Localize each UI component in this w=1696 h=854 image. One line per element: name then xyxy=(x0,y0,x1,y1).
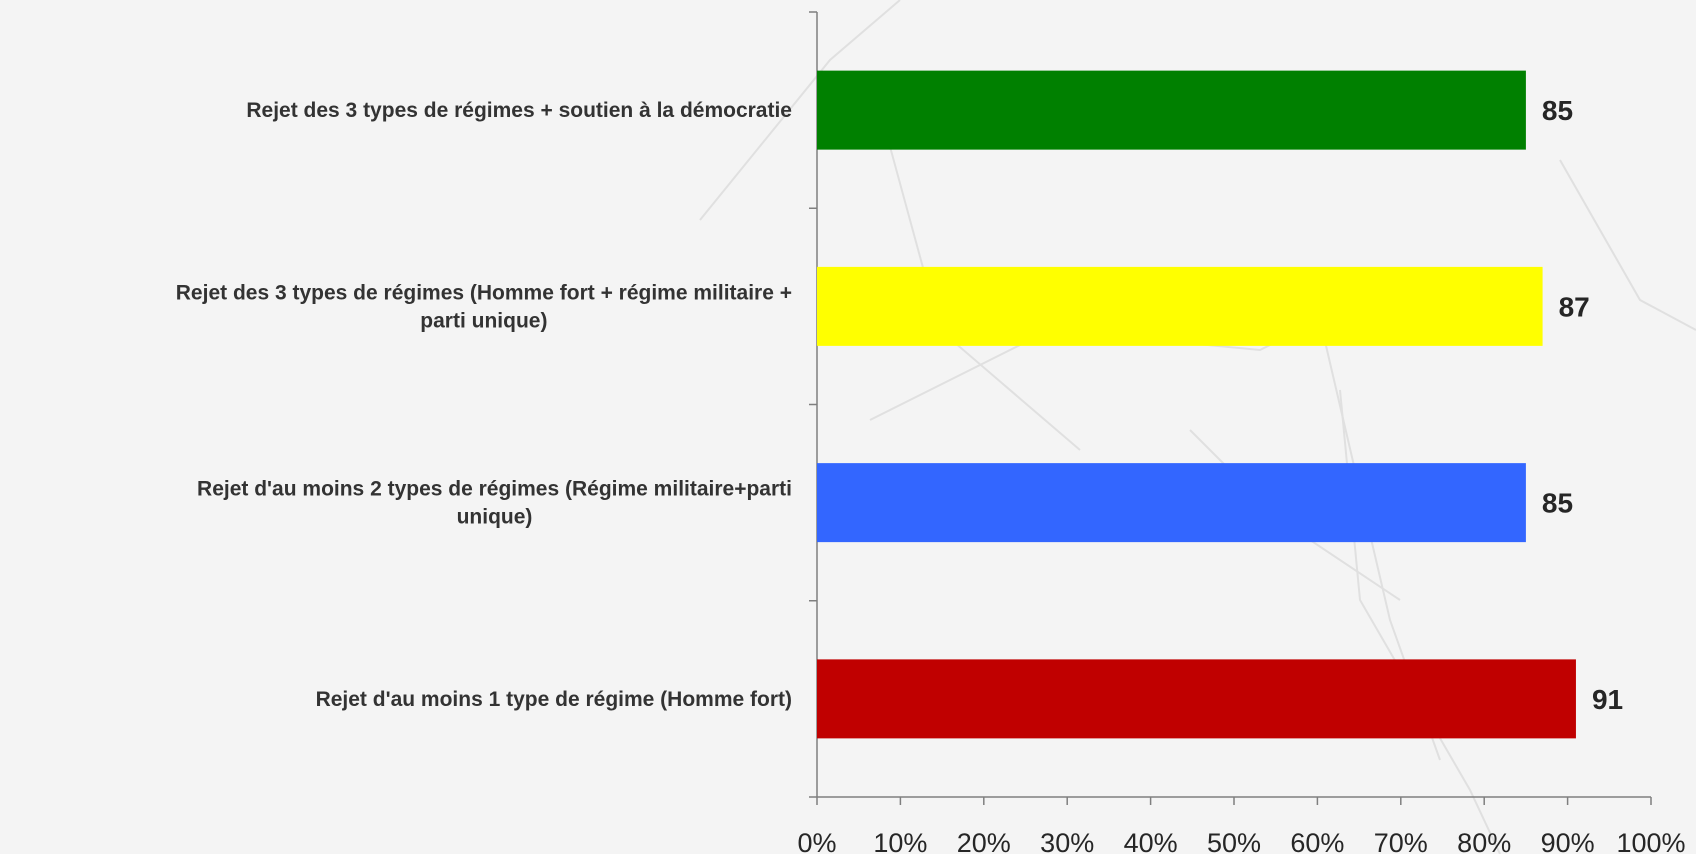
data-label: 91 xyxy=(1592,684,1623,715)
data-label: 85 xyxy=(1542,488,1573,519)
x-tick-label: 60% xyxy=(1290,828,1344,854)
x-tick-label: 30% xyxy=(1040,828,1094,854)
decorative-line xyxy=(1559,159,1696,331)
category-labels: Rejet des 3 types de régimes + soutien à… xyxy=(176,99,792,711)
x-tick-labels: 0% 10% 20% 30% 40% 50% 60% 70% 80% 90% 100% xyxy=(797,828,1685,854)
bar xyxy=(817,70,1526,150)
data-label: 85 xyxy=(1542,95,1573,126)
bar xyxy=(817,266,1543,346)
decorative-line xyxy=(1339,389,1501,854)
decorative-line xyxy=(699,0,901,221)
data-labels: 85 87 85 91 xyxy=(1542,95,1623,715)
x-tick-label: 40% xyxy=(1124,828,1178,854)
category-label: Rejet des 3 types de régimes + soutien à… xyxy=(246,99,792,122)
x-tick-label: 80% xyxy=(1457,828,1511,854)
category-label: Rejet d'au moins 1 type de régime (Homme… xyxy=(316,688,792,711)
category-label: Rejet d'au moins 2 types de régimes (Rég… xyxy=(197,478,792,529)
x-tick-label: 50% xyxy=(1207,828,1261,854)
x-tick-label: 0% xyxy=(797,828,836,854)
x-tick-label: 100% xyxy=(1616,828,1685,854)
data-label: 87 xyxy=(1559,291,1590,322)
x-tick-label: 20% xyxy=(957,828,1011,854)
x-tick-label: 90% xyxy=(1541,828,1595,854)
category-label: Rejet des 3 types de régimes (Homme fort… xyxy=(176,281,792,332)
bar xyxy=(817,659,1576,739)
x-tick-label: 70% xyxy=(1374,828,1428,854)
bar xyxy=(817,463,1526,543)
bars xyxy=(817,70,1576,739)
x-tick-label: 10% xyxy=(873,828,927,854)
